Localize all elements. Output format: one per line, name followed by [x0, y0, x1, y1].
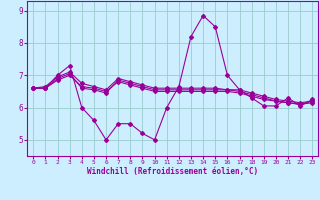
X-axis label: Windchill (Refroidissement éolien,°C): Windchill (Refroidissement éolien,°C)	[87, 167, 258, 176]
